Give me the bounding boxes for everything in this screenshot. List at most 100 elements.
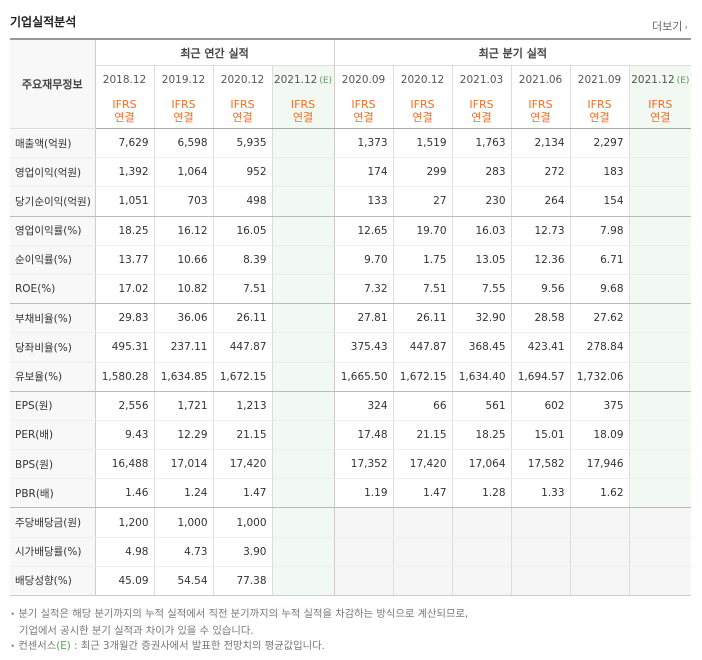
table-cell: 2,134 xyxy=(510,128,571,159)
row-label: EPS(원) xyxy=(10,391,96,421)
table-cell: 133 xyxy=(334,186,394,217)
table-cell: 368.45 xyxy=(451,332,512,363)
table-cell: 1.62 xyxy=(569,478,630,509)
table-row: PER(배) 9.43 12.29 21.15 17.48 21.15 18.25 15.01… xyxy=(10,420,692,451)
footnotes: • 분기 실적은 해당 분기까지의 누적 실적에서 직전 분기까지의 누적 실적을… xyxy=(10,607,468,656)
table-row: 배당성향(%) 45.09 54.54 77.38 xyxy=(10,566,692,597)
row-label: BPS(원) xyxy=(10,449,96,480)
table-cell xyxy=(271,128,335,159)
table-cell: 18.25 xyxy=(451,420,512,451)
table-cell: 7.51 xyxy=(212,274,272,305)
table-cell: 1,665.50 xyxy=(334,362,394,392)
table-cell xyxy=(271,332,335,363)
row-label: 배당성향(%) xyxy=(10,566,96,597)
table-cell xyxy=(628,303,692,334)
table-cell: 28.58 xyxy=(510,303,571,334)
table-cell xyxy=(271,566,335,597)
table-row: 시가배당률(%) 4.98 4.73 3.90 xyxy=(10,537,692,567)
table-cell: 495.31 xyxy=(95,332,154,363)
table-cell xyxy=(628,507,692,538)
table-cell: 272 xyxy=(510,157,571,188)
table-cell xyxy=(271,420,335,451)
table-cell: 283 xyxy=(451,157,512,188)
table-cell xyxy=(628,186,692,217)
table-cell: 17,014 xyxy=(153,449,213,480)
table-cell xyxy=(628,274,692,305)
table-cell: 264 xyxy=(510,186,571,217)
table-cell: 2,297 xyxy=(569,128,630,159)
table-cell xyxy=(569,507,630,538)
table-cell: 77.38 xyxy=(212,566,272,597)
table-cell xyxy=(451,537,512,567)
group-quarter: 최근 분기 실적 xyxy=(334,38,692,66)
table-cell: 9.70 xyxy=(334,245,394,275)
table-cell: 54.54 xyxy=(153,566,213,597)
table-cell xyxy=(271,216,335,246)
table-cell xyxy=(628,537,692,567)
table-cell: 36.06 xyxy=(153,303,213,334)
table-cell xyxy=(271,274,335,305)
table-cell: 9.43 xyxy=(95,420,154,451)
table-cell: 1,392 xyxy=(95,157,154,188)
row-label: 당기순이익(억원) xyxy=(10,186,96,217)
table-cell: 278.84 xyxy=(569,332,630,363)
period-header: 2021.12 (E) xyxy=(628,65,692,94)
table-cell: 3.90 xyxy=(212,537,272,567)
table-cell: 66 xyxy=(392,391,453,421)
table-cell: 8.39 xyxy=(212,245,272,275)
table-cell: 1.28 xyxy=(451,478,512,509)
estimate-mark: (E) xyxy=(676,76,690,86)
ifrs-label: IFRS 연결 xyxy=(392,94,453,129)
table-cell: 447.87 xyxy=(392,332,453,363)
table-cell: 7.51 xyxy=(392,274,453,305)
table-cell xyxy=(392,507,453,538)
ifrs-label: IFRS 연결 xyxy=(212,94,272,129)
note-1: • 분기 실적은 해당 분기까지의 누적 실적에서 직전 분기까지의 누적 실적을… xyxy=(10,608,469,620)
table-cell: 16.03 xyxy=(451,216,512,246)
table-cell: 21.15 xyxy=(392,420,453,451)
table-cell: 7.55 xyxy=(451,274,512,305)
ifrs-label: IFRS 연결 xyxy=(334,94,394,129)
table-cell: 1,519 xyxy=(392,128,453,159)
row-label: 유보율(%) xyxy=(10,362,96,392)
note-1-cont: 기업에서 공시한 분기 실적과 차이가 있을 수 있습니다. xyxy=(19,624,254,637)
table-cell: 15.01 xyxy=(510,420,571,451)
table-cell: 27.81 xyxy=(334,303,394,334)
table-cell: 9.68 xyxy=(569,274,630,305)
row-label: PBR(배) xyxy=(10,478,96,509)
table-cell xyxy=(628,478,692,509)
table-cell xyxy=(510,507,571,538)
table-cell: 27.62 xyxy=(569,303,630,334)
row-label: 영업이익(억원) xyxy=(10,157,96,188)
financial-table: 주요재무정보 최근 연간 실적 최근 분기 실적 2018.12 2019.12 2… xyxy=(10,38,692,597)
table-cell: 498 xyxy=(212,186,272,217)
ifrs-label: IFRS 연결 xyxy=(510,94,571,129)
table-row: BPS(원) 16,488 17,014 17,420 17,352 17,420 17,0… xyxy=(10,449,692,480)
ifrs-label: IFRS 연결 xyxy=(451,94,512,129)
table-row: ROE(%) 17.02 10.82 7.51 7.32 7.51 7.55 9.56 9.68 xyxy=(10,274,692,305)
period-header: 2018.12 xyxy=(102,74,147,86)
table-cell: 299 xyxy=(392,157,453,188)
table-cell: 1,373 xyxy=(334,128,394,159)
table-cell: 17.02 xyxy=(95,274,154,305)
table-cell xyxy=(510,537,571,567)
table-cell: 32.90 xyxy=(451,303,512,334)
table-cell: 1,200 xyxy=(95,507,154,538)
table-cell: 26.11 xyxy=(212,303,272,334)
table-cell: 375.43 xyxy=(334,332,394,363)
table-cell: 154 xyxy=(569,186,630,217)
table-cell: 9.56 xyxy=(510,274,571,305)
table-cell xyxy=(271,507,335,538)
table-cell: 1,000 xyxy=(212,507,272,538)
table-cell: 1,634.85 xyxy=(153,362,213,392)
table-cell: 45.09 xyxy=(95,566,154,597)
table-cell xyxy=(628,391,692,421)
table-cell: 1,000 xyxy=(153,507,213,538)
table-cell: 1.24 xyxy=(153,478,213,509)
more-label: 더보기 xyxy=(652,20,683,33)
table-row: EPS(원) 2,556 1,721 1,213 324 66 561 602 375 xyxy=(10,391,692,421)
table-cell xyxy=(628,157,692,188)
table-cell: 18.09 xyxy=(569,420,630,451)
more-link[interactable]: 더보기 › xyxy=(652,18,688,34)
row-label: 당좌비율(%) xyxy=(10,332,96,363)
